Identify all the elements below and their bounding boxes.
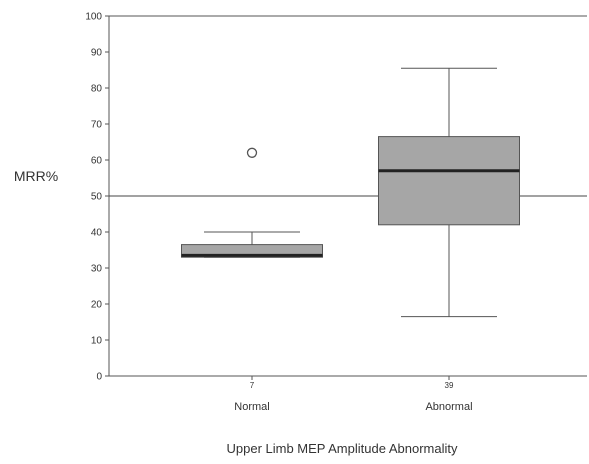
y-tick-label: 10	[91, 336, 103, 347]
y-tick-label: 90	[91, 48, 103, 59]
y-tick-label: 70	[91, 120, 103, 131]
group-n-label: 39	[445, 381, 454, 390]
category-label: Abnormal	[425, 401, 472, 413]
group-n-label: 7	[250, 381, 255, 390]
y-tick-label: 20	[91, 300, 103, 311]
y-tick-label: 100	[85, 12, 102, 23]
category-label: Normal	[234, 401, 269, 413]
y-tick-label: 80	[91, 84, 103, 95]
y-axis-label: MRR%	[14, 168, 58, 184]
outlier-point	[246, 147, 258, 158]
y-tick-label: 0	[96, 372, 102, 383]
y-tick-label: 50	[91, 192, 103, 203]
y-tick-label: 30	[91, 264, 103, 275]
y-tick-label: 40	[91, 228, 103, 239]
x-axis-label: Upper Limb MEP Amplitude Abnormality	[227, 441, 458, 456]
box-abnormal	[378, 136, 520, 226]
y-tick-label: 60	[91, 156, 103, 167]
